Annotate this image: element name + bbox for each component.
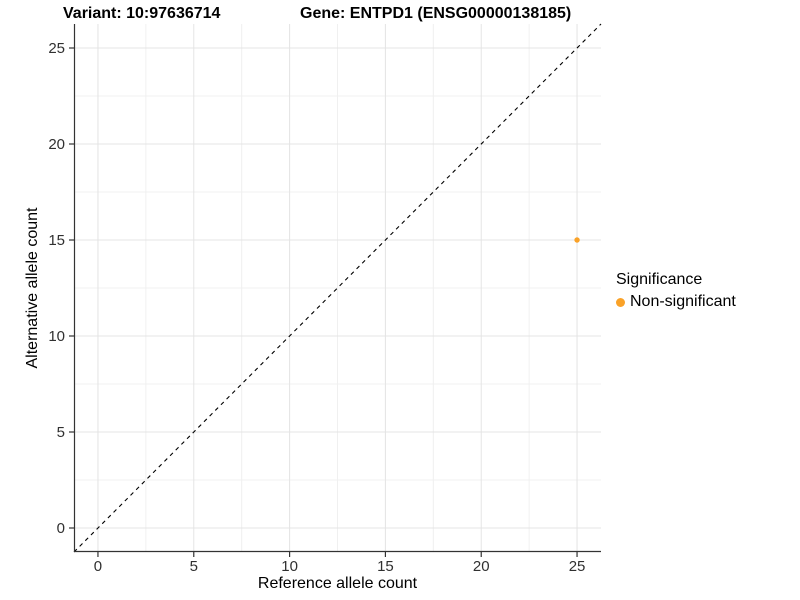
x-axis-title: Reference allele count (257, 575, 418, 592)
data-point (574, 237, 580, 243)
legend-item: Non-significant (616, 292, 736, 312)
y-tick-label: 15 (48, 232, 65, 249)
x-tick-label: 10 (281, 558, 298, 575)
variant-title: Variant: 10:97636714 (63, 5, 221, 22)
y-axis-title: Alternative allele count (24, 207, 41, 369)
legend-title: Significance (616, 271, 703, 288)
y-tick-label: 25 (48, 40, 65, 57)
plot-panel: 0 5 10 15 20 25 0 5 10 15 20 25 (48, 23, 602, 575)
legend: Significance Non-significant (616, 270, 736, 312)
x-tick-label: 20 (473, 558, 490, 575)
x-tick-label: 25 (569, 558, 586, 575)
x-tick-label: 15 (377, 558, 394, 575)
gene-title: Gene: ENTPD1 (ENSG00000138185) (300, 5, 572, 22)
legend-point-icon (616, 297, 625, 307)
scatter-plot: 0 5 10 15 20 25 0 5 10 15 20 25 (48, 23, 602, 575)
legend-item-label: Non-significant (630, 293, 736, 310)
y-tick-label: 20 (48, 136, 65, 153)
x-tick-label: 0 (94, 558, 102, 575)
y-tick-label: 5 (57, 424, 65, 441)
x-tick-label: 5 (190, 558, 198, 575)
y-tick-label: 10 (48, 328, 65, 345)
y-tick-label: 0 (57, 520, 65, 537)
